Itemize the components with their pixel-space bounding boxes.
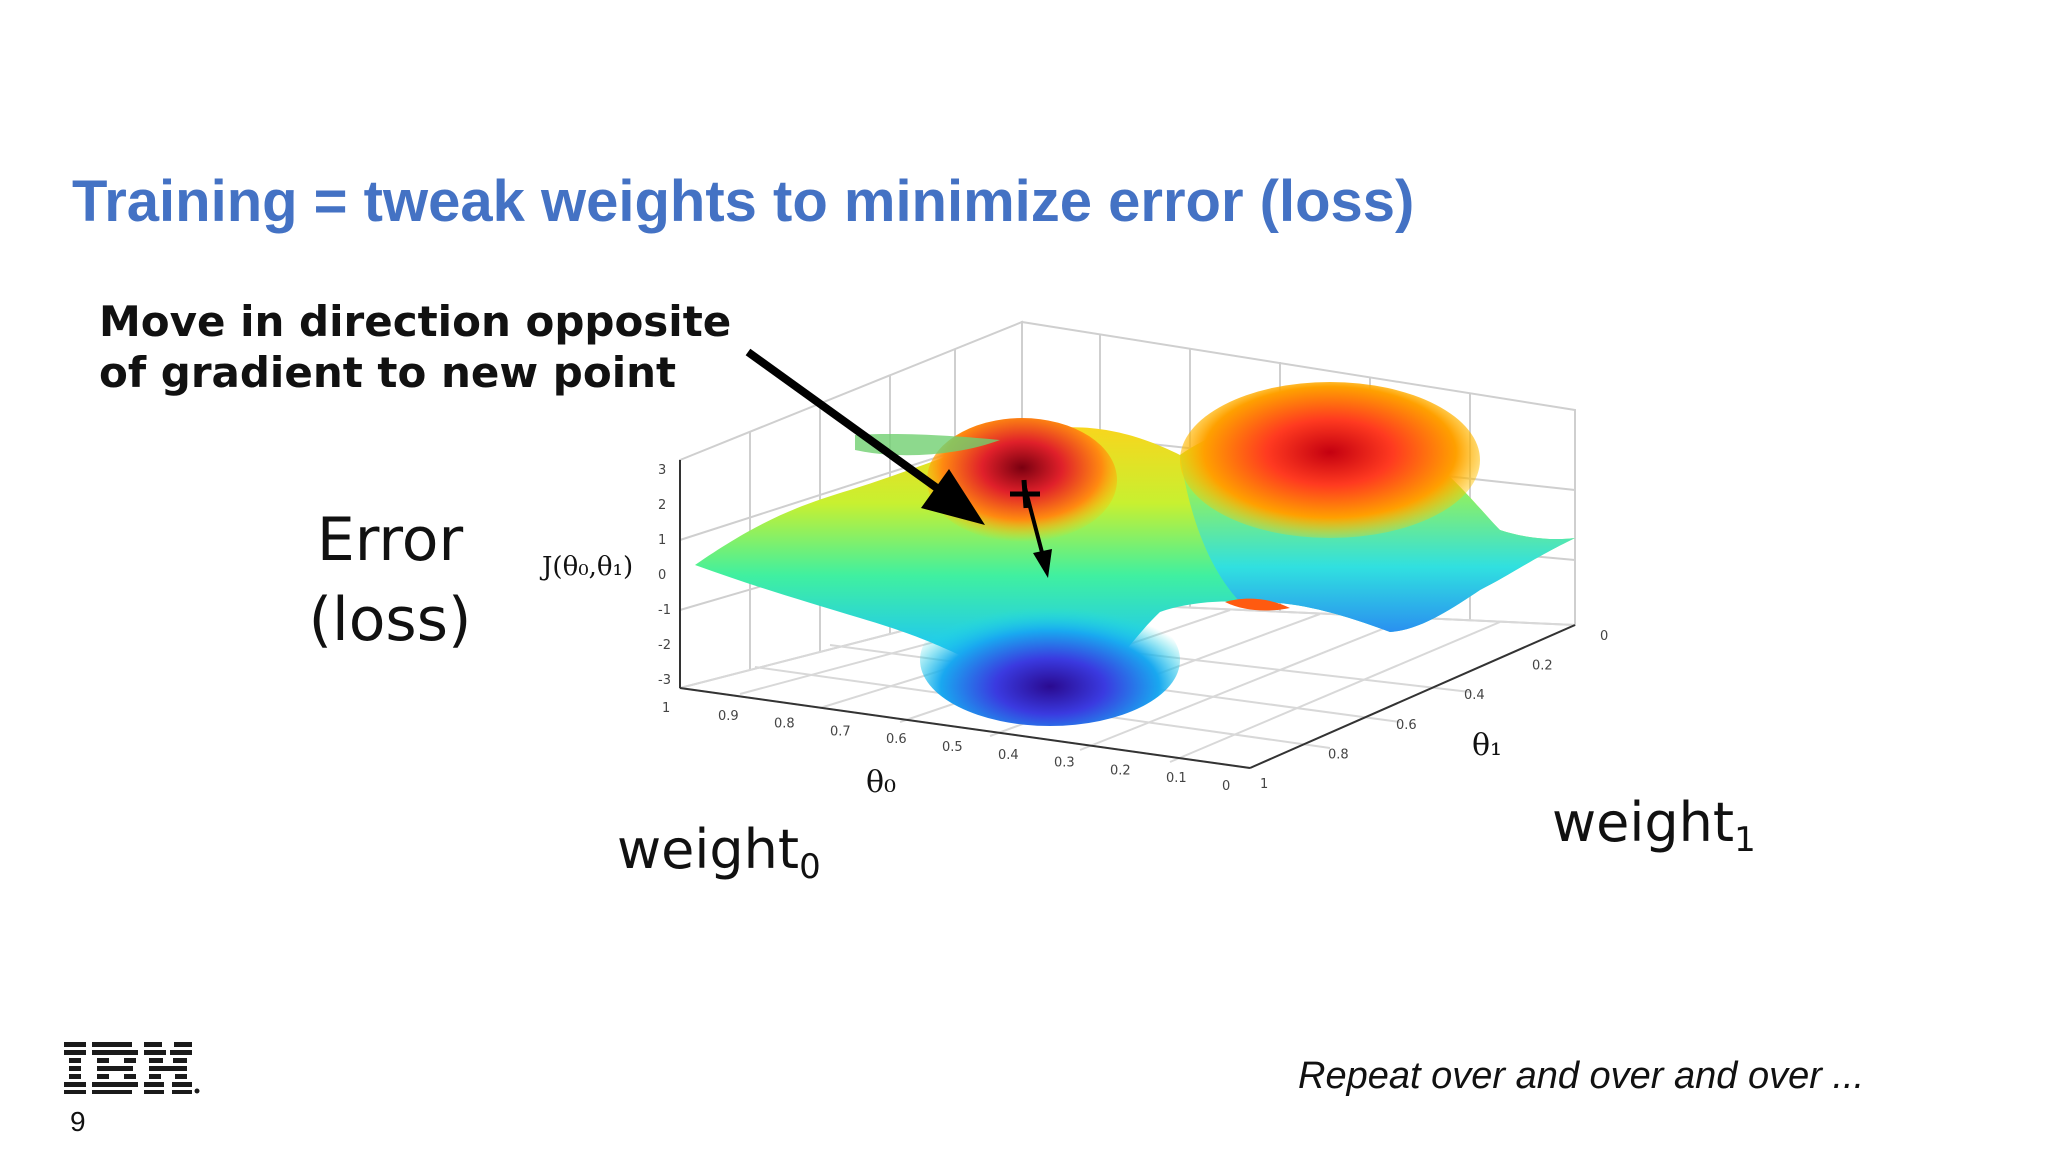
x-tick-label: 0.3 xyxy=(1054,756,1075,771)
loss-surface xyxy=(695,382,1575,726)
surface-back-edge xyxy=(855,433,1000,456)
surface-saddle-ridge xyxy=(1225,598,1290,611)
grid-line xyxy=(1079,617,1411,751)
z-axis-label: J(θ₀,θ₁) xyxy=(539,552,633,582)
weight0-subscript: 0 xyxy=(799,847,821,887)
y-tick-label: 0.6 xyxy=(1396,718,1417,733)
y-tick-label: 0.8 xyxy=(1328,747,1349,762)
z-tick-label: 2 xyxy=(658,498,666,513)
weight1-text: weight xyxy=(1552,791,1735,854)
plot-axes xyxy=(679,460,1576,769)
weight1-subscript: 1 xyxy=(1734,820,1756,860)
weight0-label: weight0 xyxy=(617,818,821,887)
ibm-logo xyxy=(64,1042,200,1094)
z-tick-label: 0 xyxy=(658,568,666,583)
grid-line xyxy=(1169,621,1501,763)
y-tick-label: 0.2 xyxy=(1532,659,1553,674)
x-axis-label: θ₀ xyxy=(866,765,896,800)
y-axis-line xyxy=(1249,624,1576,769)
x-tick-label: 0.1 xyxy=(1166,771,1187,786)
x-axis-line xyxy=(679,687,1251,769)
x-axis-ticks: 1 0.9 0.8 0.7 0.6 0.5 0.4 0.3 0.2 0.1 0 xyxy=(662,701,1230,794)
footer-note: Repeat over and over and over ... xyxy=(1298,1055,1865,1097)
surface-peak-right xyxy=(1180,382,1480,538)
y-axis-ticks: 0 0.2 0.4 0.6 0.8 1 xyxy=(1260,629,1608,792)
error-label-line-1: Error xyxy=(316,505,464,575)
x-tick-label: 0.5 xyxy=(942,740,963,755)
slide-title: Training = tweak weights to minimize err… xyxy=(72,169,1415,234)
x-tick-label: 0.6 xyxy=(886,732,907,747)
surface-valley xyxy=(920,594,1180,726)
weight0-text: weight xyxy=(617,818,800,881)
x-tick-label: 0.2 xyxy=(1110,763,1131,778)
z-tick-label: -1 xyxy=(658,603,671,618)
x-tick-label: 1 xyxy=(662,701,670,716)
x-tick-label: 0.8 xyxy=(774,717,795,732)
z-tick-label: 1 xyxy=(658,533,666,548)
y-axis-label: θ₁ xyxy=(1472,728,1502,763)
y-tick-label: 0 xyxy=(1600,629,1608,644)
x-tick-label: 0.7 xyxy=(830,724,851,739)
gradient-arrows xyxy=(745,348,1052,578)
z-tick-label: 3 xyxy=(658,463,666,478)
x-tick-label: 0 xyxy=(1222,779,1230,794)
direction-arrow-head xyxy=(921,469,985,525)
page-number: 9 xyxy=(70,1106,86,1137)
error-label-line-2: (loss) xyxy=(308,585,472,655)
weight1-label: weight1 xyxy=(1552,791,1756,860)
annotation-line-2: of gradient to new point xyxy=(99,348,677,397)
direction-arrow-shaft xyxy=(745,348,951,500)
annotation-line-1: Move in direction opposite xyxy=(99,297,732,346)
z-axis-ticks: 3 2 1 0 -1 -2 -3 xyxy=(658,463,671,688)
error-loss-label: Error (loss) xyxy=(305,500,475,660)
y-tick-label: 1 xyxy=(1260,777,1268,792)
start-point-marker xyxy=(1021,479,1029,509)
x-tick-label: 0.4 xyxy=(998,748,1019,763)
y-tick-label: 0.4 xyxy=(1464,688,1485,703)
gradient-annotation: Move in direction opposite of gradient t… xyxy=(99,296,731,398)
step-arrow-head xyxy=(1033,549,1052,578)
x-tick-label: 0.9 xyxy=(718,709,739,724)
z-tick-label: -3 xyxy=(658,673,671,688)
z-tick-label: -2 xyxy=(658,638,671,653)
